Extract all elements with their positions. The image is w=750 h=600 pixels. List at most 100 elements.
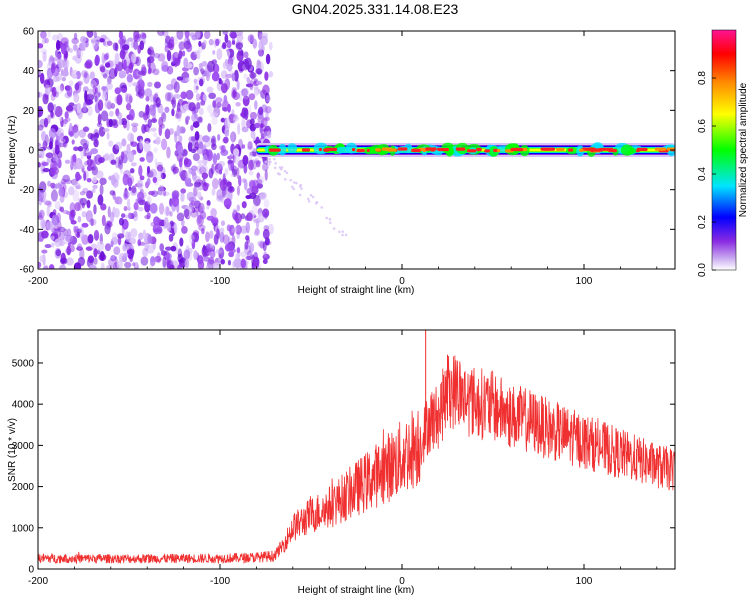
heatmap-noise-speck bbox=[138, 76, 143, 83]
heatmap-noise-speck bbox=[115, 141, 123, 150]
heatmap-noise-speck bbox=[175, 113, 180, 119]
heatmap-noise-speck bbox=[57, 150, 63, 159]
heatmap-noise-speck bbox=[234, 212, 242, 224]
heatmap-noise-speck bbox=[146, 165, 151, 175]
heatmap-noise-speck bbox=[166, 146, 171, 159]
heatmap-noise-speck bbox=[139, 138, 144, 150]
heatmap-noise-speck bbox=[264, 160, 267, 164]
heatmap-y-tick-label: 40 bbox=[23, 66, 35, 77]
heatmap-noise-speck bbox=[71, 139, 75, 145]
heatmap-noise-speck bbox=[77, 145, 84, 152]
heatmap-noise-speck bbox=[221, 106, 228, 112]
heatmap-noise-speck bbox=[136, 79, 145, 90]
heatmap-noise-speck bbox=[127, 212, 132, 220]
heatmap-noise-speck bbox=[231, 72, 236, 82]
heatmap-noise-speck bbox=[241, 88, 249, 97]
heatmap-noise-speck bbox=[38, 106, 44, 118]
heatmap-noise-speck bbox=[136, 191, 145, 200]
heatmap-noise-speck bbox=[70, 209, 76, 218]
heatmap-noise-speck bbox=[311, 195, 315, 199]
heatmap-noise-speck bbox=[235, 42, 244, 50]
heatmap-noise-speck bbox=[208, 38, 214, 46]
heatmap-noise-speck bbox=[173, 93, 181, 99]
heatmap-noise-speck bbox=[147, 56, 152, 68]
heatmap-noise-speck bbox=[224, 168, 229, 176]
heatmap-noise-speck bbox=[220, 220, 226, 227]
heatmap-noise-speck bbox=[114, 208, 120, 218]
heatmap-noise-speck bbox=[93, 257, 98, 265]
heatmap-noise-speck bbox=[187, 141, 193, 152]
heatmap-noise-speck bbox=[96, 84, 101, 94]
heatmap-noise-speck bbox=[38, 198, 42, 206]
heatmap-noise-speck bbox=[212, 100, 217, 109]
heatmap-noise-speck bbox=[157, 53, 166, 62]
heatmap-noise-speck bbox=[185, 89, 194, 100]
heatmap-noise-speck bbox=[292, 187, 295, 191]
heatmap-noise-speck bbox=[117, 236, 122, 246]
heatmap-noise-speck bbox=[110, 159, 117, 165]
heatmap-noise-speck bbox=[93, 128, 99, 141]
heatmap-noise-speck bbox=[137, 179, 144, 190]
heatmap-noise-speck bbox=[224, 117, 231, 130]
heatmap-x-ticks: -200 -100 0 100 bbox=[28, 31, 658, 287]
heatmap-noise-speck bbox=[235, 253, 240, 260]
heatmap-noise-speck bbox=[175, 107, 182, 119]
heatmap-noise-speck bbox=[268, 41, 273, 51]
heatmap-noise-speck bbox=[63, 118, 68, 125]
snr-frame bbox=[37, 329, 676, 570]
heatmap-noise-speck bbox=[138, 165, 143, 177]
heatmap-noise-speck bbox=[243, 51, 249, 59]
heatmap-noise-speck bbox=[249, 180, 256, 191]
heatmap-noise-speck bbox=[121, 138, 127, 147]
heatmap-noise-speck bbox=[165, 206, 170, 216]
heatmap-noise-speck bbox=[256, 178, 263, 185]
heatmap-noise-speck bbox=[233, 153, 240, 165]
heatmap-noise-speck bbox=[229, 224, 235, 237]
heatmap-noise-speck bbox=[138, 232, 144, 240]
heatmap-noise-speck bbox=[135, 56, 141, 67]
heatmap-noise-speck bbox=[83, 150, 87, 157]
heatmap-noise-speck bbox=[207, 123, 212, 133]
heatmap-noise-speck bbox=[181, 66, 189, 72]
heatmap-noise-speck bbox=[75, 185, 81, 190]
heatmap-band-core bbox=[556, 147, 565, 151]
heatmap-noise-speck bbox=[54, 106, 63, 118]
heatmap-noise-speck bbox=[156, 164, 164, 172]
heatmap-noise-speck bbox=[201, 60, 208, 67]
heatmap-band-core bbox=[636, 149, 640, 153]
heatmap-noise-speck bbox=[257, 89, 261, 94]
heatmap-noise-speck bbox=[85, 210, 93, 222]
heatmap-noise-speck bbox=[53, 103, 57, 112]
heatmap-noise-speck bbox=[231, 109, 235, 116]
colorbar-tick-label: 0.4 bbox=[697, 167, 708, 181]
heatmap-noise-speck bbox=[42, 51, 47, 62]
heatmap-noise-speck bbox=[256, 172, 261, 180]
heatmap-noise-speck bbox=[82, 142, 89, 150]
heatmap-noise-speck bbox=[243, 178, 248, 191]
heatmap-noise-speck bbox=[90, 243, 98, 250]
heatmap-noise-speck bbox=[295, 181, 298, 185]
heatmap-noise-speck bbox=[95, 170, 104, 179]
heatmap-x-label: Height of straight line (km) bbox=[298, 285, 415, 296]
heatmap-noise-speck bbox=[283, 178, 287, 181]
heatmap-noise-speck bbox=[77, 215, 82, 223]
heatmap-noise-speck bbox=[231, 235, 236, 246]
heatmap-noise-speck bbox=[72, 189, 79, 202]
heatmap-noise-speck bbox=[178, 258, 185, 264]
heatmap-noise-speck bbox=[58, 117, 63, 122]
heatmap-noise-speck bbox=[107, 206, 111, 218]
heatmap-noise-speck bbox=[148, 190, 155, 196]
heatmap-noise-speck bbox=[184, 259, 190, 269]
heatmap-noise-speck bbox=[152, 176, 158, 184]
heatmap-y-tick-label: -40 bbox=[20, 225, 35, 236]
heatmap-noise-speck bbox=[248, 159, 254, 171]
heatmap-noise-speck bbox=[133, 210, 138, 218]
heatmap-noise-speck bbox=[97, 194, 104, 206]
heatmap-noise-speck bbox=[191, 112, 199, 123]
heatmap-noise-speck bbox=[188, 233, 195, 245]
heatmap-noise-speck bbox=[172, 166, 179, 174]
heatmap-noise-speck bbox=[170, 61, 176, 67]
heatmap-noise-speck bbox=[158, 202, 165, 215]
heatmap-noise-speck bbox=[140, 256, 149, 266]
heatmap-noise-speck bbox=[197, 202, 205, 214]
